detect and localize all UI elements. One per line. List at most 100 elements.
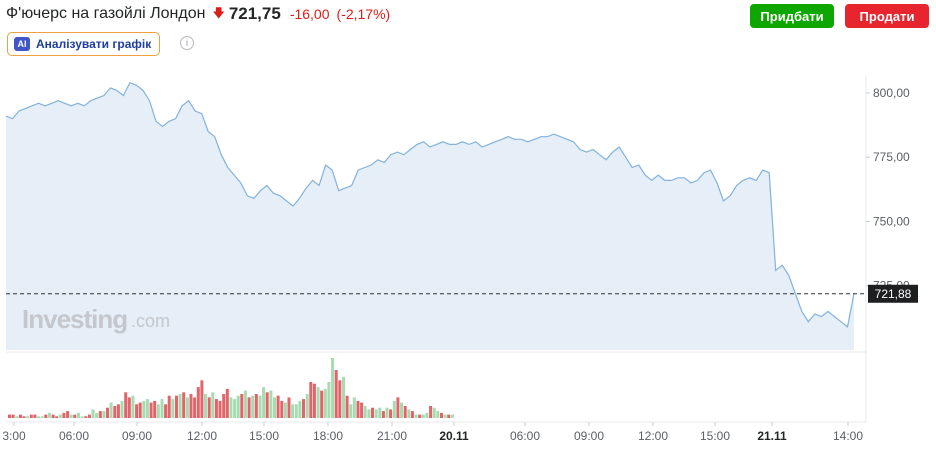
volume-bar: [287, 397, 291, 418]
x-tick-label: 12:00: [638, 429, 668, 443]
volume-bar: [323, 388, 327, 418]
volume-bar: [109, 402, 113, 418]
current-price-badge: [868, 284, 918, 303]
info-icon[interactable]: i: [180, 36, 194, 50]
volume-bar: [167, 395, 171, 418]
volume-bar: [342, 376, 345, 418]
volume-bar: [429, 406, 433, 418]
analyze-chart-button[interactable]: AI Аналізувати графік: [7, 32, 161, 56]
volume-bar: [91, 409, 95, 418]
volume-bar: [385, 407, 389, 418]
volume-bar: [447, 414, 451, 418]
volume-bar: [229, 397, 233, 418]
volume-bar: [51, 414, 55, 418]
volume-bar: [106, 407, 109, 418]
volume-bar: [153, 400, 157, 418]
volume-bar: [22, 416, 26, 418]
volume-bar: [298, 400, 302, 418]
volume-bar: [193, 397, 197, 418]
volume-bar: [360, 402, 364, 418]
volume-bar: [363, 406, 367, 418]
volume-bar: [33, 414, 37, 418]
volume-bar: [291, 404, 295, 418]
watermark: Investing .com: [22, 304, 170, 334]
volume-bar: [283, 402, 287, 418]
volume-bar: [120, 400, 124, 418]
buy-button[interactable]: Придбати: [750, 4, 834, 28]
volume-bar: [47, 412, 51, 418]
volume-bar: [396, 397, 400, 418]
x-tick-label: 18:00: [313, 429, 343, 443]
x-tick-label: 21.11: [757, 429, 787, 443]
volume-bar: [374, 409, 378, 418]
volume-bar: [204, 394, 207, 418]
volume-bar: [378, 407, 382, 418]
volume-bar: [124, 392, 128, 418]
volume-bar: [102, 411, 106, 418]
volume-bar: [29, 414, 33, 418]
volume-bar: [178, 394, 182, 418]
volume-bar: [331, 358, 335, 418]
instrument-title: Ф'ючерс на газойлі Лондон: [6, 5, 206, 22]
volume-bar: [142, 400, 146, 418]
volume-bar: [80, 416, 84, 418]
sell-button[interactable]: Продати: [845, 4, 929, 28]
instrument-header: Ф'ючерс на газойлі Лондон 🡇 721,75 -16,0…: [6, 2, 390, 26]
y-tick-label: 750,00: [873, 214, 910, 228]
volume-bar: [320, 390, 324, 418]
price-area: [5, 81, 855, 350]
price-area-fill: [6, 82, 854, 350]
volume-bar: [392, 400, 396, 418]
volume-bar: [410, 411, 414, 418]
volume-bar: [236, 395, 240, 418]
last-price: 721,75: [228, 4, 281, 23]
volume-bar: [185, 397, 189, 418]
volume-bar: [425, 412, 429, 418]
volume-bar: [55, 416, 59, 418]
volume-bar: [113, 406, 117, 418]
x-tick-label: 20.11: [439, 429, 469, 443]
x-tick-label: 14:00: [833, 429, 863, 443]
volume-bar: [305, 394, 309, 418]
x-tick-label: 12:00: [187, 429, 217, 443]
y-tick-label: 775,00: [873, 150, 910, 164]
volume-bar: [316, 387, 320, 418]
current-price-marker: 721,88: [6, 284, 918, 303]
volume-bar: [407, 409, 411, 418]
volume-bar: [240, 394, 244, 418]
volume-bar: [414, 414, 418, 418]
x-tick-label: 15:00: [700, 429, 730, 443]
volume-bar: [62, 412, 66, 418]
volume-bar: [182, 392, 186, 418]
volume-bar: [73, 414, 77, 418]
volume-bar: [200, 380, 204, 418]
volume-bar: [98, 411, 102, 418]
volume-bar: [418, 414, 422, 418]
x-tick-label: 06:00: [59, 429, 89, 443]
price-line: [5, 81, 855, 328]
volume-bar: [211, 392, 215, 418]
volume-bar: [269, 390, 273, 418]
volume-bar: [15, 416, 19, 418]
volume-bar: [294, 404, 298, 418]
x-tick-label: 06:00: [510, 429, 540, 443]
volume-bar: [18, 414, 22, 418]
volume-bar: [403, 406, 407, 418]
volume-bar: [44, 414, 48, 418]
volume-bar: [421, 414, 425, 418]
volume-bar: [207, 397, 211, 418]
volume-bar: [345, 395, 349, 418]
volume-bar: [436, 411, 440, 418]
volume-bar: [312, 383, 316, 418]
volume-bar: [37, 416, 40, 418]
volume-bar: [26, 416, 30, 418]
current-price-label: 721,88: [875, 287, 912, 301]
arrow-down-icon: 🡇: [212, 5, 225, 20]
volume-bar: [389, 409, 393, 418]
volume-bar: [196, 387, 200, 418]
volume-bar: [262, 387, 266, 418]
volume-bar: [95, 412, 99, 418]
price-change-percent: (-2,17%): [336, 6, 391, 22]
volume-bar: [225, 388, 229, 418]
